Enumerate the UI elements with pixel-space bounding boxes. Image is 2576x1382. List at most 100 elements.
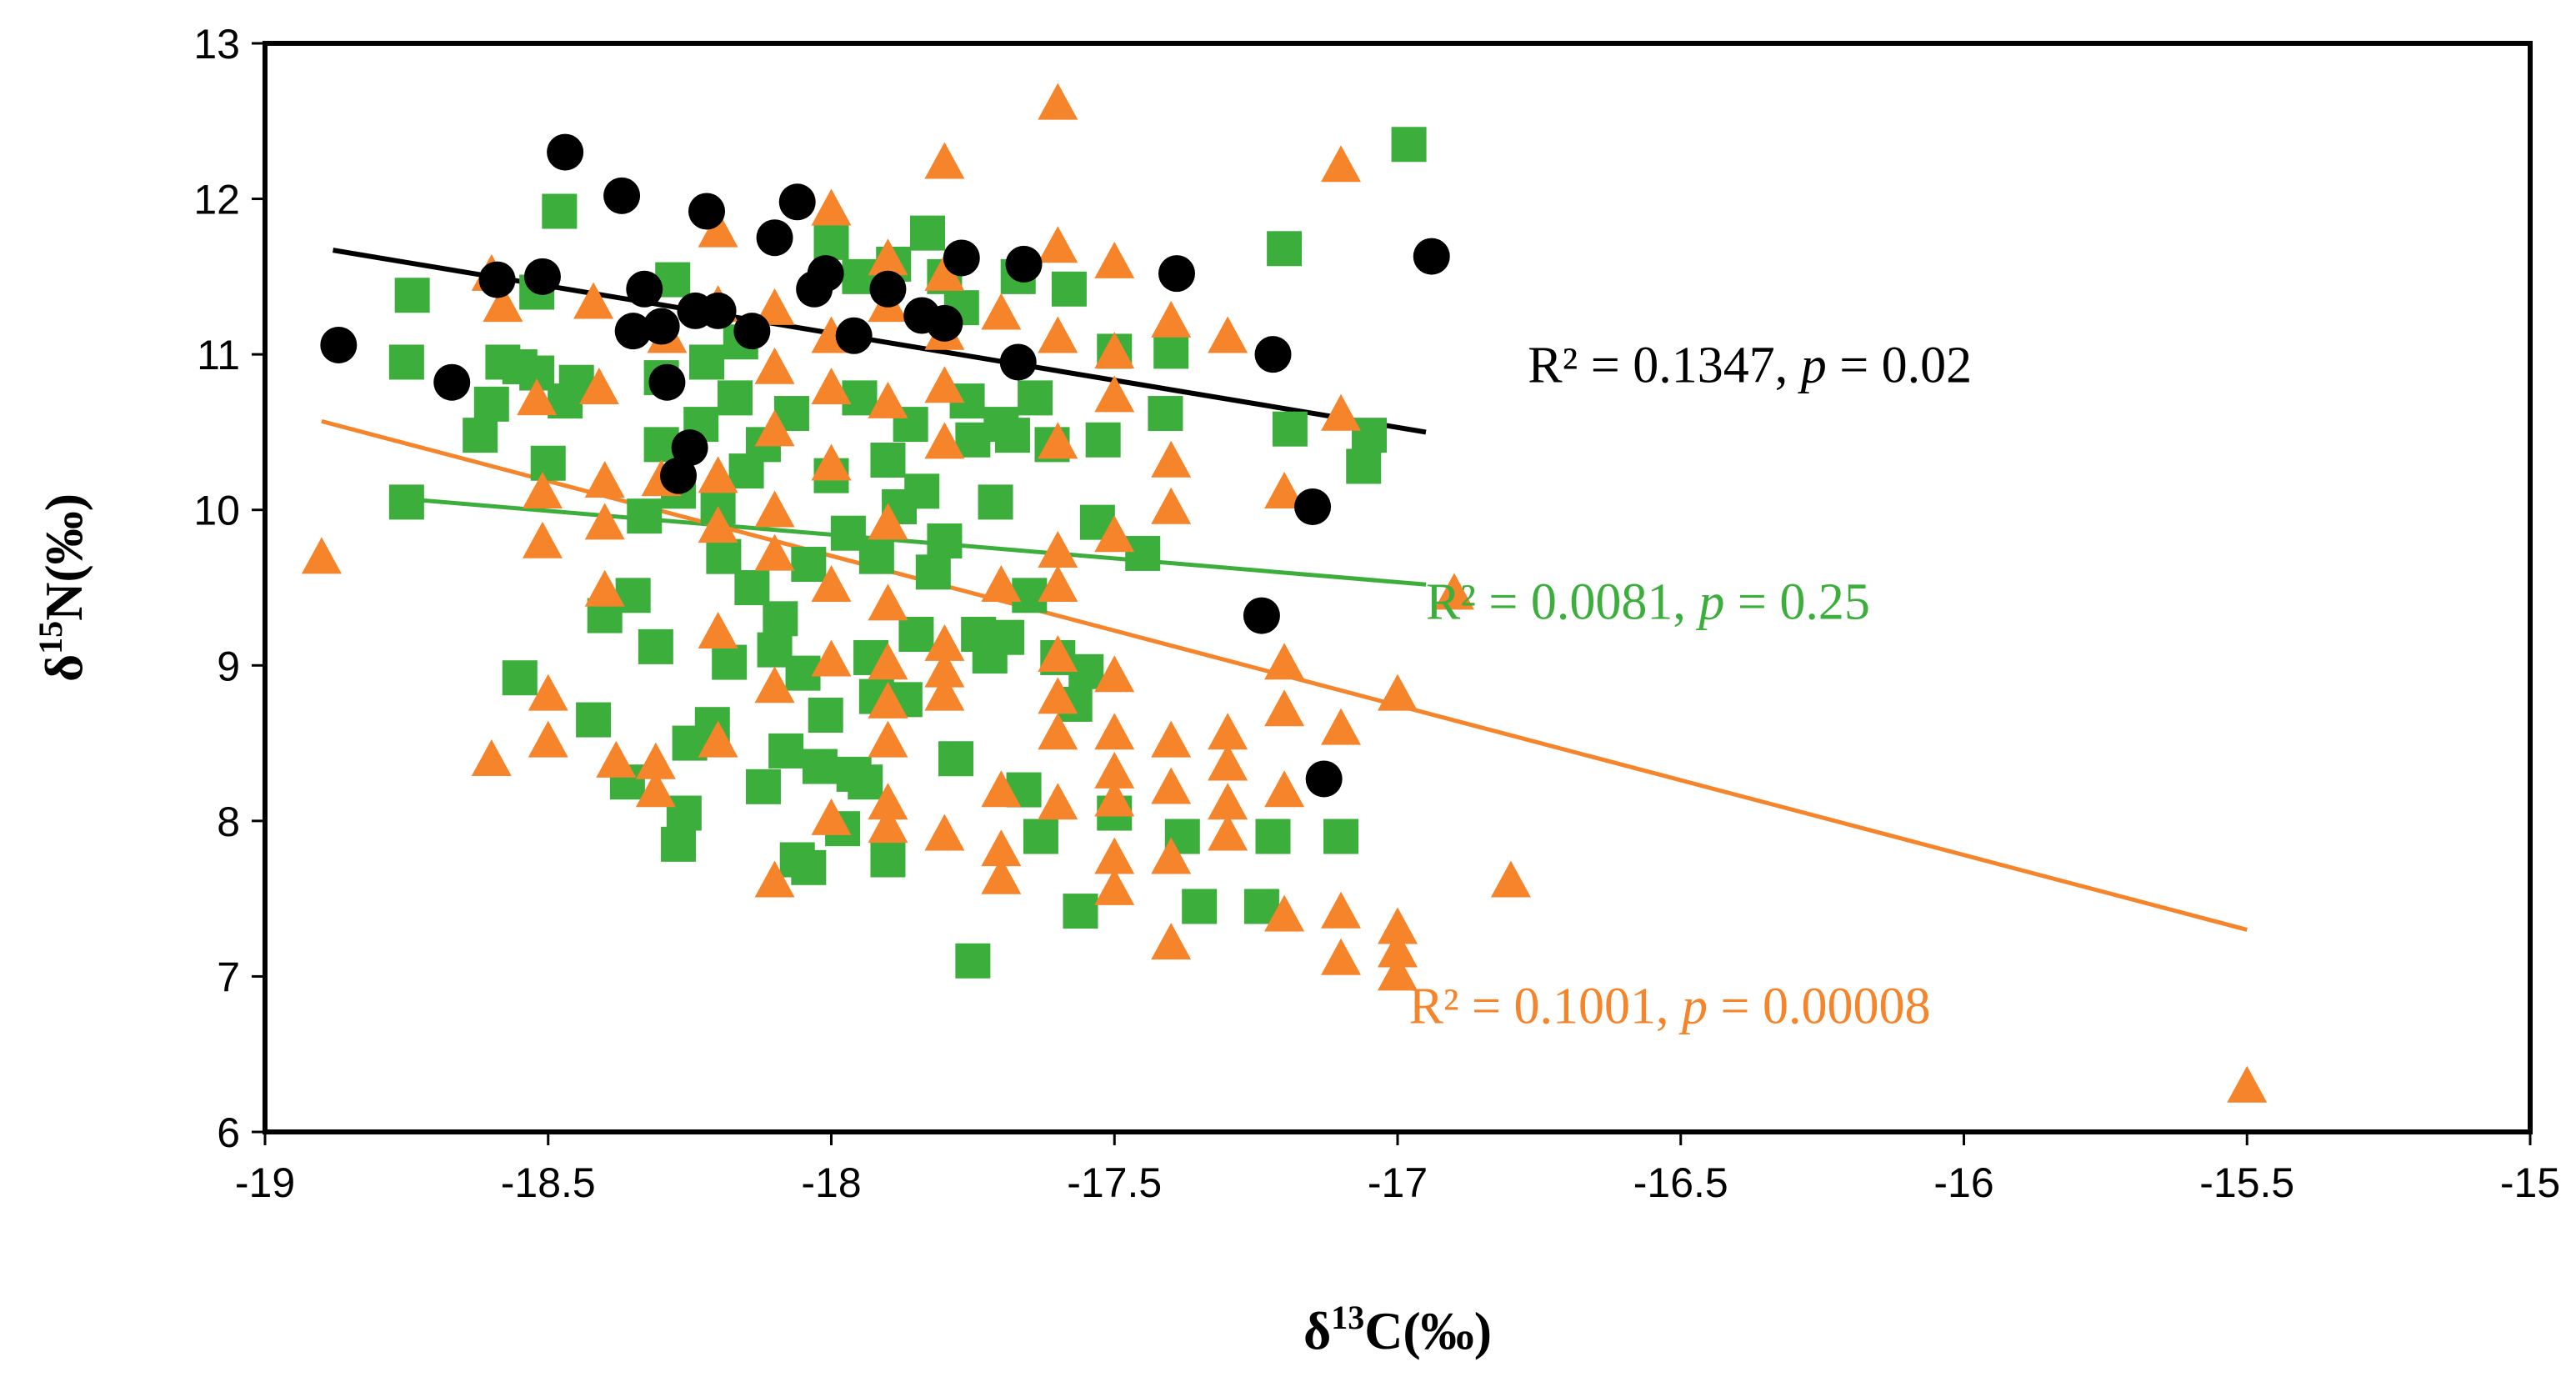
data-point-circle [926, 304, 963, 342]
data-point-triangle [2227, 1065, 2268, 1103]
y-axis-title-suffix: N(‰) [34, 493, 93, 621]
data-point-square [1051, 271, 1087, 307]
data-point-square [808, 697, 843, 733]
data-point-triangle [1208, 783, 1248, 820]
data-point-circle [478, 261, 516, 298]
data-point-square [938, 741, 973, 777]
x-axis-title-suffix: C(‰) [1364, 1301, 1492, 1360]
data-point-square [394, 278, 430, 313]
data-point-square [712, 644, 748, 680]
y-tick-label: 11 [197, 332, 240, 378]
data-point-triangle [1094, 375, 1135, 413]
data-point-circle [1158, 255, 1195, 293]
data-point-triangle [1038, 530, 1078, 568]
data-point-triangle [1094, 779, 1135, 817]
data-point-circle [733, 313, 771, 350]
data-point-triangle [1094, 751, 1135, 789]
data-point-triangle [1378, 954, 1418, 991]
data-point-square [994, 418, 1030, 453]
annotation-p-value: = 0.25 [1724, 573, 1869, 630]
data-point-square [763, 601, 798, 637]
data-point-triangle [1378, 907, 1418, 944]
data-point-circle [1294, 488, 1332, 525]
annotation-triangle: R² = 0.1001, p = 0.00008 [1409, 978, 1931, 1034]
data-point-circle [1254, 336, 1292, 373]
data-point-square [1063, 894, 1098, 929]
data-point-triangle [754, 666, 795, 704]
data-point-triangle [754, 533, 795, 571]
data-point-circle [603, 177, 641, 214]
data-point-triangle [981, 565, 1022, 602]
data-point-triangle [811, 368, 852, 405]
data-point-square [689, 344, 725, 380]
data-point-triangle [1264, 643, 1305, 680]
data-point-triangle [698, 720, 738, 758]
data-point-triangle [981, 829, 1022, 867]
data-point-square [989, 619, 1025, 655]
y-tick-label: 13 [193, 21, 240, 68]
data-point-triangle [635, 742, 676, 779]
data-point-triangle [1094, 515, 1135, 553]
data-point-square [904, 473, 940, 509]
data-points [301, 83, 2268, 1103]
data-point-triangle [924, 650, 965, 688]
data-point-triangle [1094, 713, 1135, 750]
data-point-triangle [584, 460, 625, 498]
data-point-triangle [924, 623, 965, 661]
data-point-square [927, 523, 963, 559]
data-point-square [1255, 819, 1291, 854]
data-point-square [638, 628, 673, 664]
annotations: R² = 0.0081, p = 0.25 R² = 0.1001, p = 0.… [1409, 338, 1973, 1035]
data-point-circle [626, 270, 663, 308]
data-point-circle [1243, 597, 1280, 634]
data-point-circle [1305, 760, 1343, 798]
data-point-square [898, 616, 934, 652]
data-point-triangle [1151, 720, 1192, 758]
data-point-square [1018, 380, 1053, 416]
data-point-circle [688, 193, 726, 230]
data-point-square [1153, 333, 1189, 369]
data-point-triangle [1151, 923, 1192, 960]
data-point-square [1125, 535, 1161, 571]
y-axis-ticks: 6 7 8 9 10 11 12 13 [193, 21, 265, 1156]
data-point-triangle [1038, 316, 1078, 353]
data-point-triangle [1038, 226, 1078, 263]
data-point-square [1023, 819, 1058, 854]
data-point-triangle [1264, 472, 1305, 509]
annotation-r2: R² = 0.1001, [1409, 978, 1682, 1034]
data-point-triangle [1038, 634, 1078, 672]
y-tick-label: 8 [217, 799, 240, 845]
data-point-triangle [698, 456, 738, 493]
annotation-p-value: = 0.00008 [1708, 978, 1930, 1034]
data-point-triangle [1208, 316, 1248, 353]
data-point-triangle [573, 282, 614, 319]
data-point-square [842, 380, 878, 416]
data-point-square [502, 660, 538, 696]
data-point-triangle [981, 770, 1022, 808]
data-point-triangle [301, 537, 342, 574]
x-tick-label: -17.5 [1067, 1159, 1162, 1206]
data-point-circle [999, 343, 1037, 381]
data-point-triangle [1321, 145, 1362, 183]
data-point-triangle [924, 253, 965, 291]
data-point-triangle [754, 347, 795, 384]
data-point-circle [756, 219, 793, 257]
data-point-triangle [754, 288, 795, 325]
data-point-square [848, 764, 883, 800]
data-point-square [1272, 411, 1308, 447]
data-point-triangle [1208, 744, 1248, 781]
data-point-square [1148, 396, 1183, 432]
annotation-square: R² = 0.0081, p = 0.25 [1426, 573, 1870, 630]
x-tick-label: -16 [1933, 1159, 1993, 1206]
x-axis-title-prefix: δ [1303, 1301, 1331, 1360]
data-point-circle [807, 255, 844, 293]
data-point-triangle [528, 673, 568, 711]
data-point-triangle [924, 142, 965, 179]
data-point-triangle [698, 611, 738, 648]
data-point-triangle [522, 472, 563, 509]
data-point-triangle [754, 409, 795, 447]
data-point-square [813, 224, 849, 260]
data-point-square [717, 380, 753, 416]
data-point-triangle [1433, 573, 1474, 610]
